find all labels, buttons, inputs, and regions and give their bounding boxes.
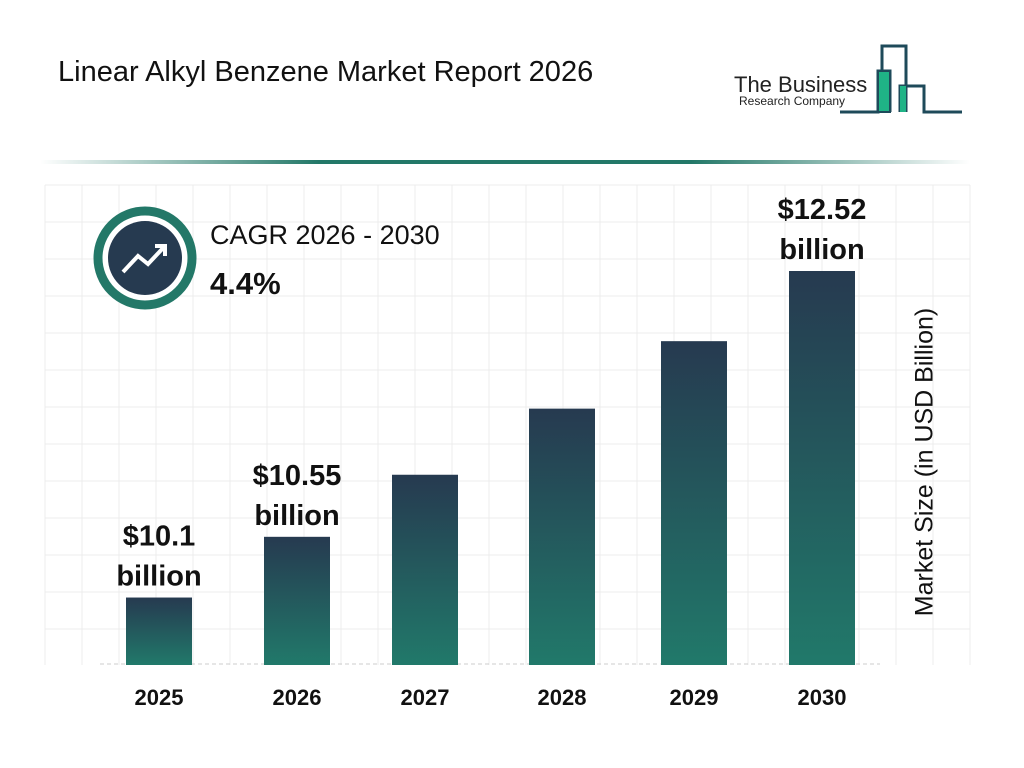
bar-2028: [529, 408, 595, 665]
data-label: billion: [116, 561, 201, 593]
x-tick-label: 2027: [401, 685, 450, 710]
company-logo: The Business Research Company: [730, 42, 965, 117]
data-label: billion: [254, 500, 339, 532]
data-label: billion: [779, 234, 864, 266]
page-title: Linear Alkyl Benzene Market Report 2026: [58, 56, 594, 88]
logo-line1: The Business: [734, 72, 868, 97]
bar-2025: [126, 597, 192, 665]
logo-line2: Research Company: [739, 94, 846, 108]
bar-2030: [789, 271, 855, 665]
cagr-label: CAGR 2026 - 2030: [210, 220, 440, 250]
trend-up-icon: [93, 206, 197, 310]
bar-2027: [392, 474, 458, 665]
data-label: $10.55: [253, 460, 342, 492]
data-label: $12.52: [778, 194, 867, 226]
x-tick-label: 2026: [273, 685, 322, 710]
x-tick-label: 2028: [538, 685, 587, 710]
divider: [40, 160, 970, 164]
cagr-value: 4.4%: [210, 266, 281, 301]
bar-2029: [661, 341, 727, 665]
x-tick-label: 2025: [135, 685, 184, 710]
x-tick-label: 2030: [798, 685, 847, 710]
bar-2026: [264, 536, 330, 665]
logo-buildings-icon: [840, 44, 962, 114]
y-axis-label: Market Size (in USD Billion): [910, 307, 939, 617]
x-tick-label: 2029: [670, 685, 719, 710]
data-label: $10.1: [123, 521, 196, 553]
